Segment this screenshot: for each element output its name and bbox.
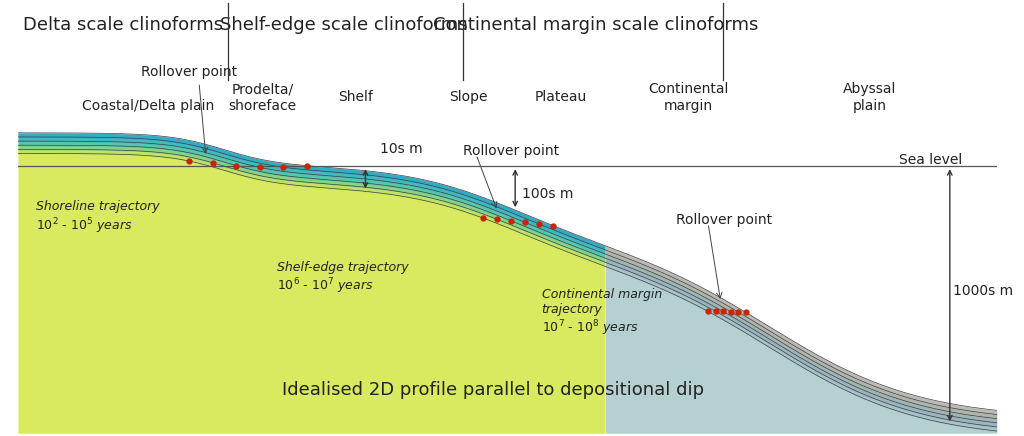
Text: Continental
margin: Continental margin (648, 82, 729, 112)
Text: 10s m: 10s m (380, 142, 423, 156)
Text: Delta scale clinoforms: Delta scale clinoforms (23, 16, 223, 34)
Text: Continental margin
trajectory
$10^7$ - $10^8$ years: Continental margin trajectory $10^7$ - $… (542, 287, 662, 338)
Text: Slope: Slope (449, 91, 487, 105)
Text: Rollover point: Rollover point (463, 144, 559, 158)
Text: Continental margin scale clinoforms: Continental margin scale clinoforms (433, 16, 758, 34)
Text: Shelf: Shelf (338, 91, 373, 105)
Text: Prodelta/
shoreface: Prodelta/ shoreface (228, 82, 297, 112)
Text: Shelf-edge scale clinoforms: Shelf-edge scale clinoforms (220, 16, 468, 34)
Text: Rollover point: Rollover point (141, 65, 238, 78)
Text: Plateau: Plateau (536, 91, 588, 105)
Text: Shelf-edge trajectory
$10^6$ - $10^7$ years: Shelf-edge trajectory $10^6$ - $10^7$ ye… (278, 261, 409, 296)
Text: Abyssal
plain: Abyssal plain (843, 82, 896, 112)
Text: Coastal/Delta plain: Coastal/Delta plain (82, 99, 214, 113)
Text: 100s m: 100s m (522, 187, 573, 201)
Text: Shoreline trajectory
$10^2$ - $10^5$ years: Shoreline trajectory $10^2$ - $10^5$ yea… (36, 200, 159, 236)
Text: Idealised 2D profile parallel to depositional dip: Idealised 2D profile parallel to deposit… (283, 381, 705, 399)
Text: 1000s m: 1000s m (952, 284, 1013, 298)
Text: Sea level: Sea level (899, 153, 963, 167)
Text: Rollover point: Rollover point (676, 213, 772, 227)
